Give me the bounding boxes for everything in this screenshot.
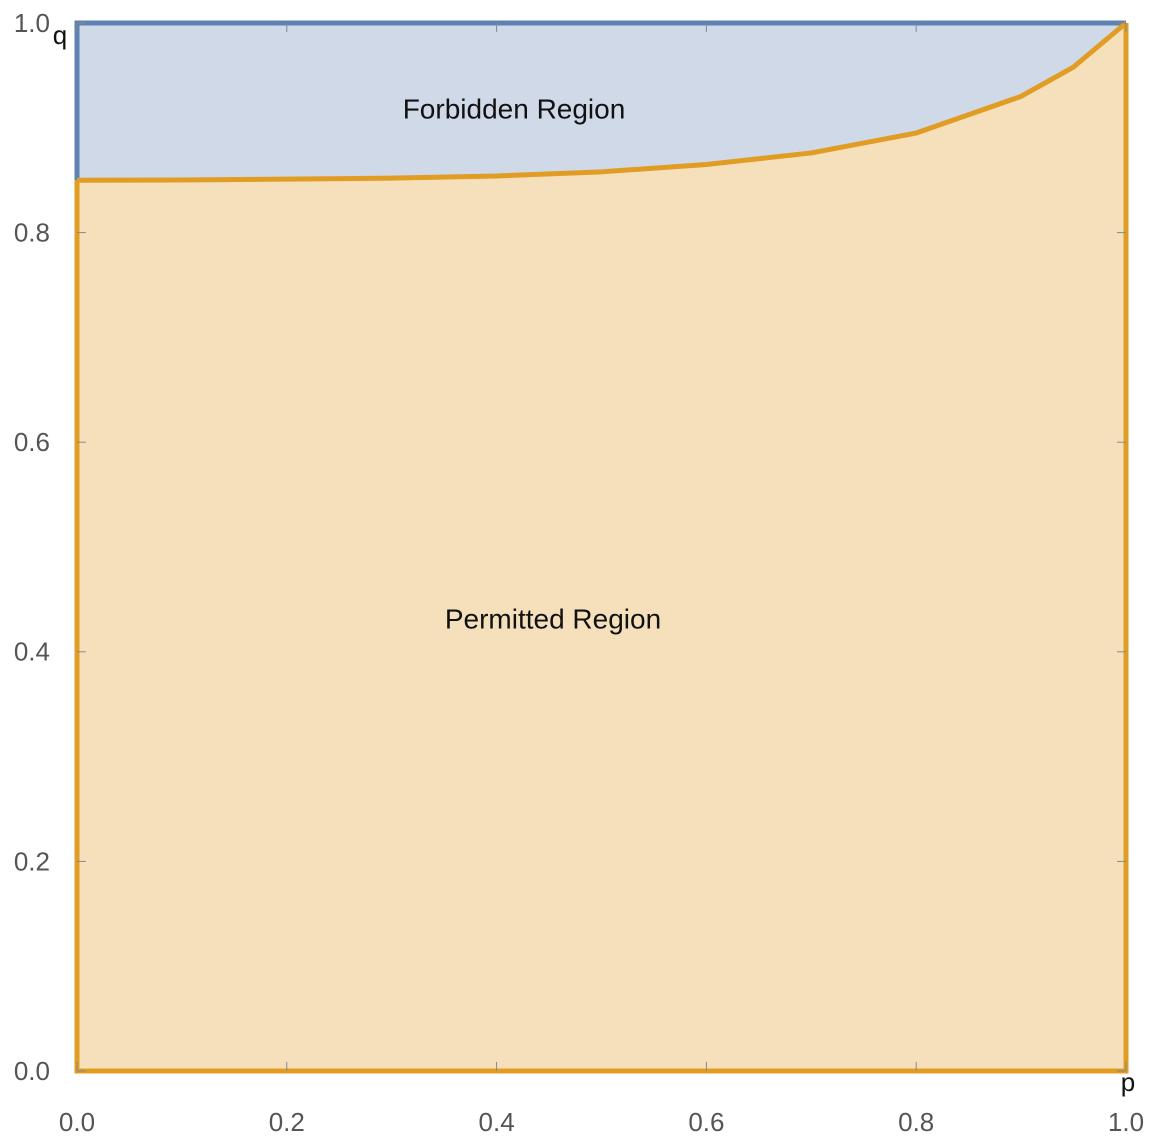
y-tick-label: 0.2 <box>14 846 50 876</box>
y-axis-label: q <box>53 20 67 50</box>
y-tick-label: 0.8 <box>14 217 50 247</box>
y-tick-label: 0.6 <box>14 427 50 457</box>
x-tick-label: 1.0 <box>1108 1107 1144 1137</box>
y-tick-label: 0.0 <box>14 1056 50 1086</box>
boundary-curve <box>76 21 1128 183</box>
x-tick-label: 0.6 <box>688 1107 724 1137</box>
region-label: Permitted Region <box>445 603 661 634</box>
region-fill <box>77 23 1126 1071</box>
region-border <box>74 23 1129 1074</box>
x-tick-label: 0.0 <box>59 1107 95 1137</box>
x-tick-label: 0.4 <box>479 1107 515 1137</box>
y-tick-label: 0.4 <box>14 637 50 667</box>
y-tick-label: 1.0 <box>14 8 50 38</box>
x-tick-label: 0.2 <box>269 1107 305 1137</box>
x-tick-label: 0.8 <box>898 1107 934 1137</box>
x-axis-label: p <box>1121 1067 1135 1097</box>
region-label: Forbidden Region <box>403 93 626 124</box>
